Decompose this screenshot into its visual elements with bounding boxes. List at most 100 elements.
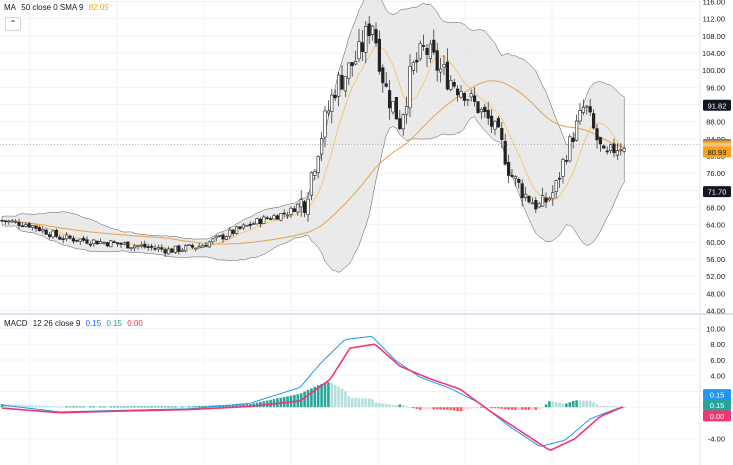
histogram-bar <box>582 400 585 408</box>
candle-body <box>479 108 484 113</box>
macd-badge: 0.15 <box>703 389 731 401</box>
candle-body <box>619 149 623 152</box>
candle-body <box>214 235 218 239</box>
candle-body <box>381 67 385 84</box>
histogram-bar <box>160 406 164 408</box>
macd-legend-params: 12 26 close 9 <box>32 319 81 328</box>
histogram-bar <box>99 406 102 408</box>
signal-line <box>1 343 624 451</box>
candle-body <box>279 213 283 221</box>
price-axis-tick-label: 44.00 <box>706 307 725 316</box>
candle-body <box>265 217 269 219</box>
candle-body <box>554 180 558 192</box>
macd-badge-label: 0.15 <box>710 391 725 400</box>
candle-body <box>401 114 405 130</box>
ma-legend-params: 50 close 0 SMA 9 <box>21 3 84 12</box>
candle-body <box>146 246 150 248</box>
histogram-bar <box>599 405 602 408</box>
candle-body <box>187 244 191 246</box>
histogram-bar <box>82 406 85 408</box>
histogram-bar <box>361 398 364 408</box>
histogram-bar <box>167 406 170 408</box>
macd-legend: MACD 12 26 close 9 0.15 0.15 0.00 <box>4 319 146 328</box>
candle-body <box>585 105 589 108</box>
candle-body <box>268 218 273 220</box>
histogram-bar <box>89 406 92 408</box>
macd-axis-tick-label: -4.00 <box>708 435 725 444</box>
macd-badge-box <box>703 410 731 422</box>
candle-body <box>449 79 453 90</box>
histogram-bar <box>191 406 194 408</box>
candle-body <box>34 225 38 229</box>
candle-body <box>520 183 524 199</box>
candle-body <box>391 101 395 113</box>
candle-body <box>384 83 388 87</box>
candle-body <box>411 61 416 71</box>
histogram-bar <box>231 404 235 408</box>
macd-badge: 0.15 <box>703 399 731 411</box>
histogram-bar <box>187 406 191 408</box>
histogram-bar <box>136 406 140 408</box>
histogram-bar <box>44 405 48 408</box>
candle-body <box>547 197 551 201</box>
price-axis-tick-label: 100.00 <box>702 66 725 75</box>
candle-body <box>58 236 62 240</box>
candle-body <box>302 201 307 213</box>
histogram-bar <box>27 405 31 408</box>
candle-body <box>506 162 511 176</box>
histogram-bar <box>367 398 371 408</box>
candles <box>0 16 626 258</box>
price-badge-label: 91.82 <box>708 101 727 110</box>
histogram-bar <box>378 403 381 408</box>
histogram-bar <box>384 404 388 408</box>
histogram-bar <box>75 406 79 408</box>
candle-body <box>221 234 225 240</box>
histogram-bar <box>48 405 51 408</box>
candle-body <box>316 156 320 173</box>
histogram-bar <box>21 404 24 408</box>
candle-body <box>24 224 28 227</box>
candle-body <box>194 247 198 250</box>
histogram-bar <box>565 403 568 408</box>
histogram-bar <box>133 406 136 408</box>
candle-body <box>387 90 392 109</box>
histogram-bar <box>327 382 330 408</box>
candle-body <box>204 244 208 247</box>
histogram-bar <box>531 407 534 410</box>
price-badge-box <box>703 99 731 111</box>
histogram-bar <box>61 406 65 408</box>
histogram-bar <box>109 406 113 408</box>
sma-9-line <box>1 45 625 251</box>
candle-body <box>78 238 82 242</box>
candle-body <box>47 234 52 237</box>
histogram-bar <box>568 402 572 408</box>
chevron-up-icon[interactable]: ⌃ <box>5 17 21 31</box>
candle-body <box>299 199 303 208</box>
histogram-bar <box>449 407 453 410</box>
candle-body <box>404 105 409 115</box>
histogram-bar <box>180 406 184 408</box>
histogram-bar <box>497 407 500 409</box>
candle-body <box>615 150 619 156</box>
histogram-bar <box>51 406 55 408</box>
bollinger-band <box>1 0 625 273</box>
histogram-bar <box>466 407 470 410</box>
candle-body <box>347 62 351 79</box>
candle-body <box>122 242 126 245</box>
histogram-bar <box>605 405 609 408</box>
candle-body <box>561 159 565 177</box>
candle-body <box>500 128 504 140</box>
histogram-bar <box>588 400 592 408</box>
candle-body <box>588 106 592 113</box>
candle-body <box>503 140 507 165</box>
histogram-bar <box>303 391 306 408</box>
histogram-bar <box>609 405 612 408</box>
candle-body <box>462 93 467 101</box>
candle-body <box>14 220 18 223</box>
histogram-bar <box>112 406 116 408</box>
candle-body <box>564 160 568 162</box>
candle-body <box>99 241 103 244</box>
macd-badge-box <box>703 389 731 401</box>
histogram-bar <box>459 407 463 412</box>
